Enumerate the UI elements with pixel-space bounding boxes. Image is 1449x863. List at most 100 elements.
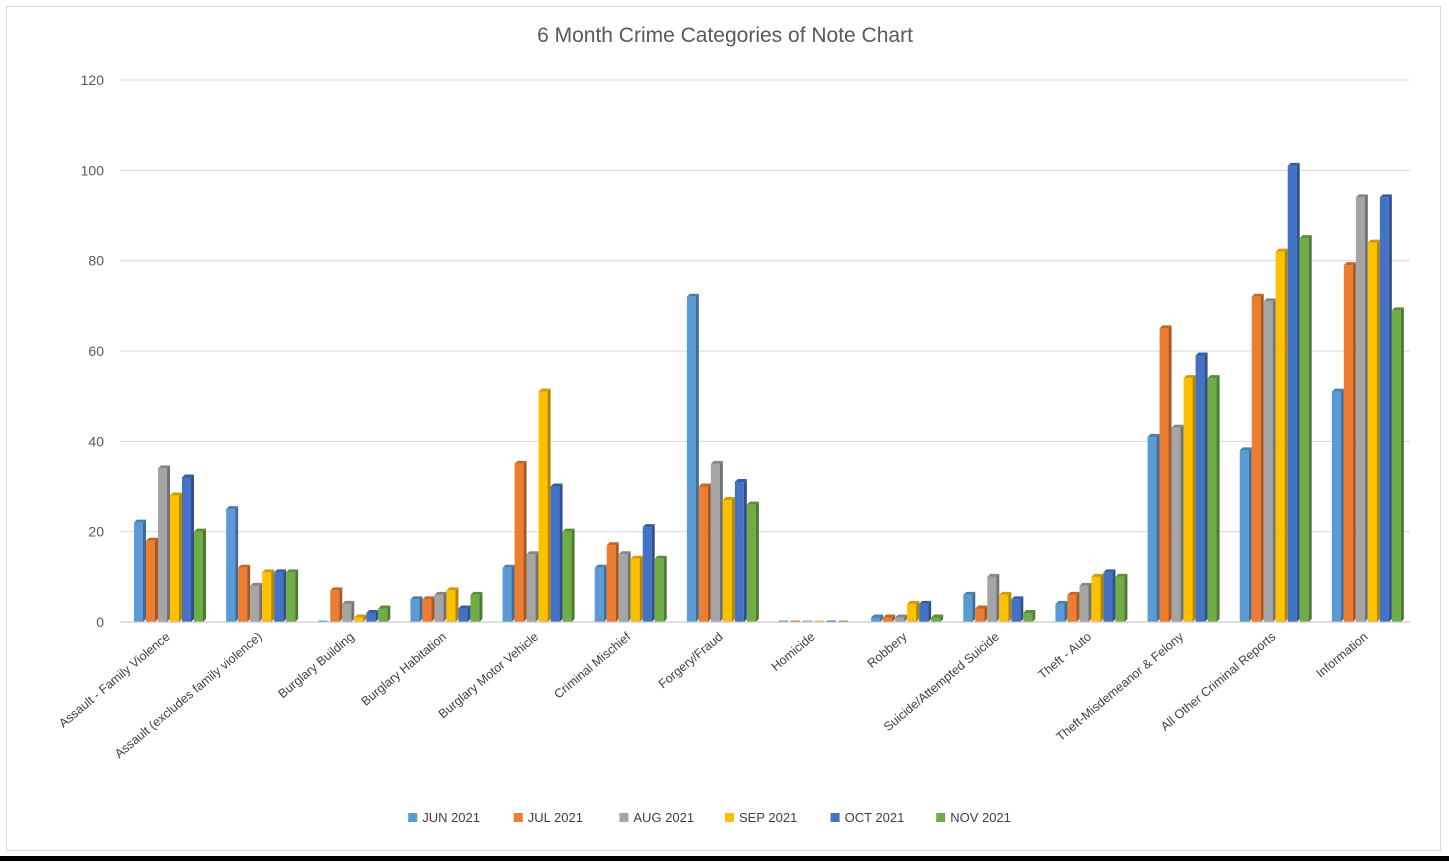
- bar-side: [467, 605, 471, 622]
- bar-front: [342, 603, 352, 622]
- bar: [803, 620, 812, 622]
- bar-top: [895, 614, 908, 618]
- x-category-label: Information: [1314, 630, 1371, 681]
- bar-side: [1156, 433, 1160, 622]
- bar-top: [1115, 573, 1128, 577]
- legend-swatch: [830, 813, 840, 822]
- bar-top: [1275, 248, 1288, 252]
- bar-front: [975, 608, 985, 622]
- y-tick-label: 60: [88, 343, 104, 359]
- bar: [642, 524, 655, 622]
- legend-swatch: [936, 813, 946, 822]
- bar-side: [155, 537, 158, 622]
- bar-top: [871, 614, 884, 618]
- bar-top: [1195, 352, 1208, 356]
- bar-front: [410, 599, 420, 622]
- bar-front: [1355, 197, 1365, 622]
- bar: [1147, 433, 1160, 622]
- bar-side: [191, 474, 194, 622]
- bar: [686, 293, 699, 622]
- bar-side: [247, 564, 251, 622]
- bar-front: [1239, 450, 1249, 622]
- bar-top: [158, 465, 170, 469]
- bar-front: [378, 608, 388, 622]
- legend-label: JUN 2021: [422, 810, 480, 825]
- bar-top: [654, 555, 667, 559]
- y-tick-label: 20: [88, 524, 104, 540]
- bar-side: [1400, 307, 1404, 622]
- bar-front: [907, 603, 917, 622]
- y-tick-label: 40: [88, 433, 104, 449]
- bar-top: [698, 483, 711, 487]
- legend-label: JUL 2021: [528, 810, 583, 825]
- bar-front: [1367, 242, 1377, 622]
- bar: [354, 614, 367, 622]
- bar-top: [1159, 325, 1172, 329]
- bar-front: [1147, 436, 1157, 622]
- y-tick-label: 100: [81, 162, 105, 178]
- bar-side: [547, 388, 551, 622]
- bar-front: [871, 617, 881, 622]
- x-category-label: Criminal Mischief: [551, 629, 633, 701]
- bar-front: [839, 620, 848, 622]
- bar-top: [594, 564, 607, 568]
- bar-top: [686, 293, 699, 297]
- bar-front: [502, 567, 512, 622]
- bar: [562, 528, 575, 622]
- bar-side: [455, 587, 459, 622]
- bar-front: [250, 585, 260, 622]
- bar-front: [134, 522, 143, 622]
- bar: [931, 614, 944, 622]
- bar-top: [422, 596, 435, 600]
- bar-top: [919, 600, 932, 604]
- bar-top: [262, 569, 275, 573]
- bar: [514, 460, 527, 622]
- bar: [779, 620, 788, 622]
- bar-front: [422, 599, 432, 622]
- bar-front: [158, 468, 167, 622]
- bar: [434, 591, 447, 622]
- bar-side: [351, 600, 355, 622]
- legend-item: AUG 2021: [619, 810, 694, 825]
- bar-front: [883, 617, 893, 622]
- bar-front: [1079, 585, 1089, 622]
- bar-side: [143, 519, 146, 622]
- bar-front: [1331, 391, 1341, 622]
- bar-front: [1067, 594, 1077, 622]
- bar-front: [146, 540, 155, 622]
- bar-side: [443, 591, 447, 622]
- bar-top: [342, 600, 355, 604]
- bar-front: [1023, 612, 1033, 622]
- bar-side: [1204, 352, 1208, 622]
- bar-side: [271, 569, 275, 622]
- bar-front: [1207, 378, 1217, 622]
- bar-front: [1171, 427, 1181, 622]
- bar: [1299, 235, 1312, 623]
- bar-side: [1088, 582, 1092, 622]
- legend-swatch: [408, 813, 418, 822]
- legend-label: SEP 2021: [739, 810, 797, 825]
- bar-top: [250, 582, 263, 586]
- bar-side: [167, 465, 170, 622]
- bar-side: [639, 555, 643, 622]
- bar: [1263, 298, 1276, 622]
- bar: [550, 483, 563, 622]
- bar-side: [603, 564, 607, 622]
- bar: [286, 569, 299, 622]
- bar-top: [630, 555, 643, 559]
- bar: [594, 564, 607, 622]
- bar-top: [366, 609, 379, 613]
- bar-front: [1183, 378, 1193, 622]
- bar: [895, 614, 908, 622]
- bar: [919, 600, 932, 622]
- bar-front: [318, 620, 328, 622]
- bar-side: [1032, 609, 1036, 622]
- legend-item: SEP 2021: [725, 810, 797, 825]
- bar-top: [999, 591, 1012, 595]
- bar: [226, 506, 239, 622]
- bar-side: [1248, 447, 1252, 622]
- bar: [630, 555, 643, 622]
- bar-side: [904, 614, 908, 622]
- bar: [1023, 609, 1036, 622]
- bar: [1251, 293, 1264, 622]
